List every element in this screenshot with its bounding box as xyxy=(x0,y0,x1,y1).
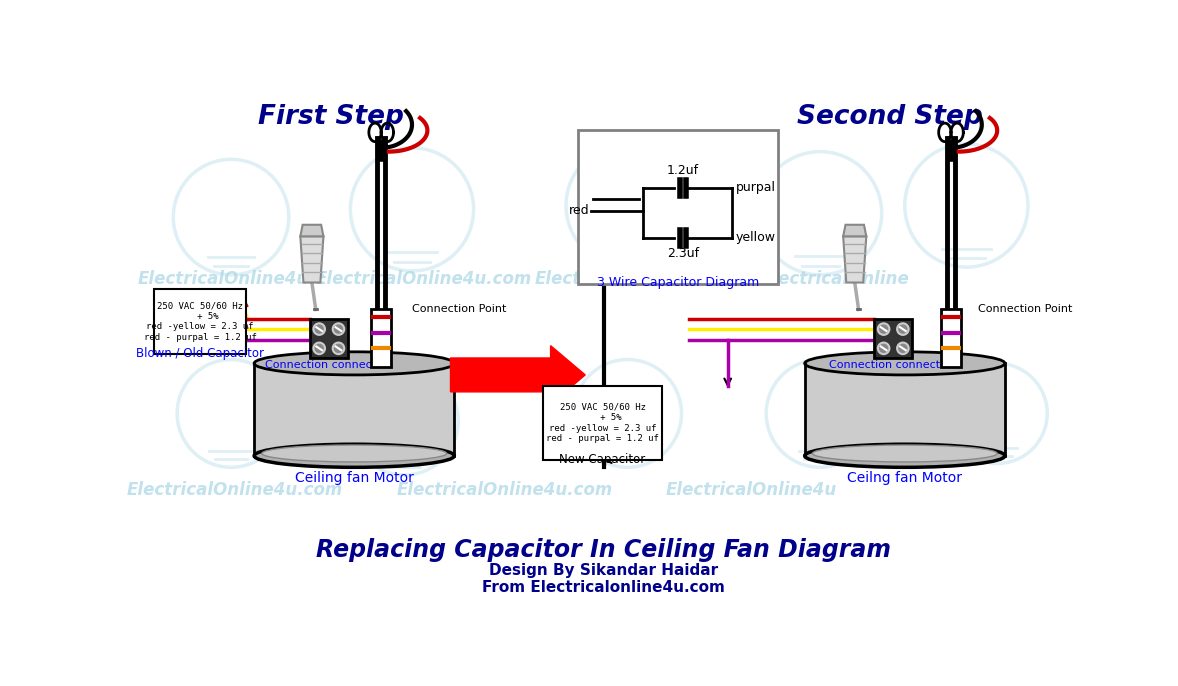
Text: Blown / Old Capacitor: Blown / Old Capacitor xyxy=(137,347,264,360)
Text: 3 Wire Capacitor Diagram: 3 Wire Capacitor Diagram xyxy=(596,276,759,289)
Circle shape xyxy=(878,323,889,335)
Text: Connection Point: Connection Point xyxy=(412,305,507,314)
Circle shape xyxy=(332,323,344,335)
Bar xyxy=(543,386,662,460)
Text: ElectricalOnline: ElectricalOnline xyxy=(762,270,909,287)
Bar xyxy=(310,320,348,358)
Bar xyxy=(805,364,1005,456)
Text: ElectricalOnline4u.com: ElectricalOnline4u.com xyxy=(535,270,752,287)
Bar xyxy=(254,364,455,452)
Circle shape xyxy=(878,342,889,354)
Circle shape xyxy=(898,342,908,354)
Text: purpal: purpal xyxy=(735,181,775,194)
Circle shape xyxy=(313,323,325,335)
Text: Replacing Capacitor In Ceiling Fan Diagram: Replacing Capacitor In Ceiling Fan Diagr… xyxy=(316,538,892,562)
Text: ElectricalOnline4u.c: ElectricalOnline4u.c xyxy=(138,270,325,287)
Bar xyxy=(154,289,246,354)
Text: ElectricalOnline4u.com: ElectricalOnline4u.com xyxy=(396,482,613,499)
Circle shape xyxy=(313,342,325,354)
Circle shape xyxy=(898,323,908,335)
Text: red: red xyxy=(569,204,589,217)
Text: Connection connectors: Connection connectors xyxy=(829,359,958,370)
Text: First Step: First Step xyxy=(258,104,404,130)
Text: Design By Sikandar Haidar: Design By Sikandar Haidar xyxy=(489,563,719,578)
Text: Second Step: Second Step xyxy=(796,104,982,130)
Polygon shape xyxy=(843,236,866,283)
Ellipse shape xyxy=(805,352,1005,375)
Polygon shape xyxy=(843,225,866,236)
Bar xyxy=(941,309,961,367)
Ellipse shape xyxy=(813,445,998,462)
Text: Ceilng fan Motor: Ceilng fan Motor xyxy=(847,471,962,485)
Bar xyxy=(805,364,1005,452)
Text: yellow: yellow xyxy=(735,231,775,244)
Text: From Electricalonline4u.com: From Electricalonline4u.com xyxy=(482,580,726,595)
Polygon shape xyxy=(300,236,324,283)
Text: ElectricalOnline4u.com: ElectricalOnline4u.com xyxy=(127,482,343,499)
Text: 1.2uf: 1.2uf xyxy=(667,164,699,177)
Text: 2.3uf: 2.3uf xyxy=(667,247,699,260)
Text: Connection connectors: Connection connectors xyxy=(265,359,393,370)
Ellipse shape xyxy=(254,352,455,375)
Text: ElectricalOnline4u.com: ElectricalOnline4u.com xyxy=(316,270,531,287)
Bar xyxy=(371,309,391,367)
Text: 250 VAC 50/60 Hz
   + 5%
red -yellow = 2.3 uf
red - purpal = 1.2 uf: 250 VAC 50/60 Hz + 5% red -yellow = 2.3 … xyxy=(144,301,257,342)
Text: ElectricalOnline4u: ElectricalOnline4u xyxy=(666,482,836,499)
Bar xyxy=(577,130,777,284)
Polygon shape xyxy=(300,225,324,236)
Ellipse shape xyxy=(262,445,446,462)
Ellipse shape xyxy=(254,445,455,467)
Text: Connection Point: Connection Point xyxy=(978,305,1072,314)
Bar xyxy=(254,364,455,456)
Bar xyxy=(874,320,913,358)
Text: Ceiling fan Motor: Ceiling fan Motor xyxy=(294,471,413,485)
Text: 250 VAC 50/60 Hz
   + 5%
red -yellow = 2.3 uf
red - purpal = 1.2 uf: 250 VAC 50/60 Hz + 5% red -yellow = 2.3 … xyxy=(547,403,659,443)
Ellipse shape xyxy=(805,445,1005,467)
Polygon shape xyxy=(450,346,585,404)
Circle shape xyxy=(332,342,344,354)
Text: New Capacitor: New Capacitor xyxy=(560,453,646,466)
